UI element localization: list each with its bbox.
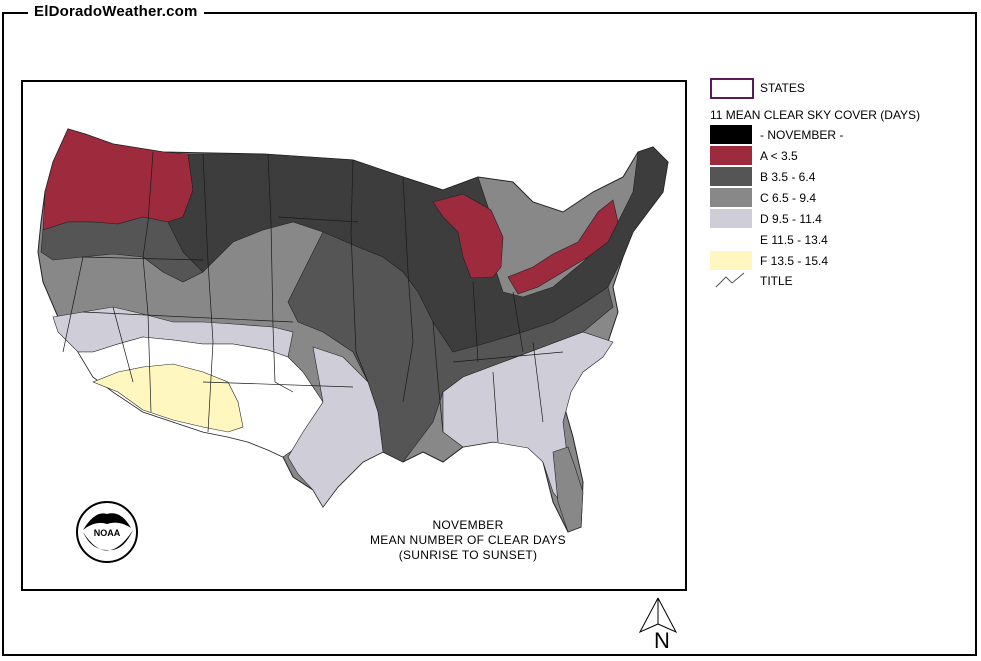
legend-states: STATES <box>710 78 970 99</box>
legend-class-row: E 11.5 - 13.4 <box>710 230 970 250</box>
legend-title-layer: TITLE <box>710 271 970 291</box>
legend-swatch <box>710 167 752 186</box>
region-b-northwest <box>40 216 204 283</box>
page-frame <box>2 12 977 656</box>
north-label: N <box>654 628 670 653</box>
legend-swatch <box>710 125 752 144</box>
legend-class-row: B 3.5 - 6.4 <box>710 167 970 187</box>
states-swatch <box>710 78 754 99</box>
site-title[interactable]: ElDoradoWeather.com <box>28 3 204 20</box>
legend-class-label: - NOVEMBER - <box>760 128 844 142</box>
caption-line-1: NOVEMBER <box>432 518 504 532</box>
legend-swatch <box>710 209 752 228</box>
legend-class-row: D 9.5 - 11.4 <box>710 209 970 229</box>
map-panel: NOAA NOVEMBER MEAN NUMBER OF CLEAR DAYS … <box>21 80 687 591</box>
legend-class-label: E 11.5 - 13.4 <box>760 233 828 247</box>
caption-line-3: (SUNRISE TO SUNSET) <box>398 548 538 562</box>
noaa-logo[interactable]: NOAA <box>76 501 138 563</box>
legend-swatch <box>710 251 752 270</box>
north-arrow: N <box>636 596 686 661</box>
legend-title-layer-label: TITLE <box>760 274 793 288</box>
legend-class-label: A < 3.5 <box>760 149 798 163</box>
svg-text:NOAA: NOAA <box>94 528 121 538</box>
legend-class-label: B 3.5 - 6.4 <box>760 170 816 184</box>
region-d-southeast <box>442 331 614 513</box>
legend-swatch <box>710 146 752 165</box>
state-boundaries <box>62 151 564 443</box>
legend-class-row: F 13.5 - 15.4 <box>710 251 970 271</box>
north-arrow-icon <box>638 597 678 634</box>
map-caption: NOVEMBER MEAN NUMBER OF CLEAR DAYS (SUNR… <box>343 518 593 563</box>
region-d-south <box>287 346 384 508</box>
legend-states-label: STATES <box>760 81 805 95</box>
legend-title: 11 MEAN CLEAR SKY COVER (DAYS) <box>710 108 921 122</box>
caption-line-2: MEAN NUMBER OF CLEAR DAYS <box>370 533 566 547</box>
legend-class-row: C 6.5 - 9.4 <box>710 188 970 208</box>
legend-class-label: F 13.5 - 15.4 <box>760 254 829 268</box>
legend-class-label: D 9.5 - 11.4 <box>760 212 822 226</box>
legend-class-row: - NOVEMBER - <box>710 125 970 145</box>
legend-class-label: C 6.5 - 9.4 <box>760 191 817 205</box>
legend-swatch <box>710 230 752 249</box>
region-a-northwest <box>42 128 194 231</box>
legend-class-row: A < 3.5 <box>710 146 970 166</box>
region-a-northeast <box>507 199 619 295</box>
legend-swatch <box>710 188 752 207</box>
region-c-florida <box>552 446 584 533</box>
title-line-icon <box>715 272 745 288</box>
us-clear-days-map: NOAA <box>37 128 669 563</box>
region-f-arizona <box>92 363 244 433</box>
region-a-michigan <box>432 193 504 279</box>
